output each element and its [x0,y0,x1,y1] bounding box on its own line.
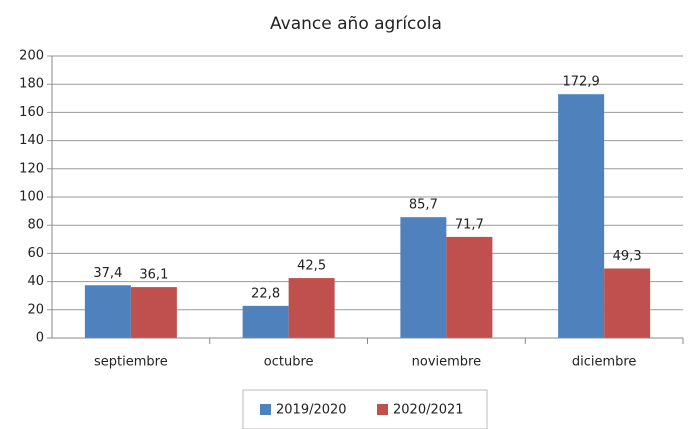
y-tick-label: 40 [27,274,44,289]
data-label: 71,7 [455,217,484,232]
bar [446,236,493,338]
y-tick-label: 140 [19,133,44,148]
data-label: 42,5 [297,259,326,274]
chart-title: Avance año agrícola [270,14,442,34]
bar [604,268,651,338]
data-label: 172,9 [563,75,600,90]
y-tick-label: 0 [36,331,44,346]
y-tick-label: 60 [27,246,44,261]
data-label: 36,1 [139,268,168,283]
bar [400,217,447,338]
y-tick-label: 20 [27,302,44,317]
x-tick-label: octubre [264,355,314,370]
data-label: 22,8 [251,286,280,301]
legend-label: 2020/2021 [393,403,464,418]
y-tick-label: 200 [19,49,44,64]
bar [288,278,335,338]
bar [558,94,605,338]
bar [84,285,131,338]
y-tick-label: 160 [19,105,44,120]
legend-swatch [260,404,271,415]
x-tick-label: septiembre [94,355,168,370]
y-tick-label: 80 [27,218,44,233]
x-tick-label: noviembre [412,355,481,370]
bar [242,305,289,338]
x-tick-label: diciembre [572,355,637,370]
legend-box [242,389,488,429]
data-label: 37,4 [93,266,122,281]
data-label: 49,3 [613,249,642,264]
y-tick-label: 180 [19,77,44,92]
bar [130,287,177,338]
y-tick-label: 100 [19,190,44,205]
legend-swatch [377,404,388,415]
legend-label: 2019/2020 [276,403,347,418]
y-tick-label: 120 [19,161,44,176]
data-label: 85,7 [409,198,438,213]
